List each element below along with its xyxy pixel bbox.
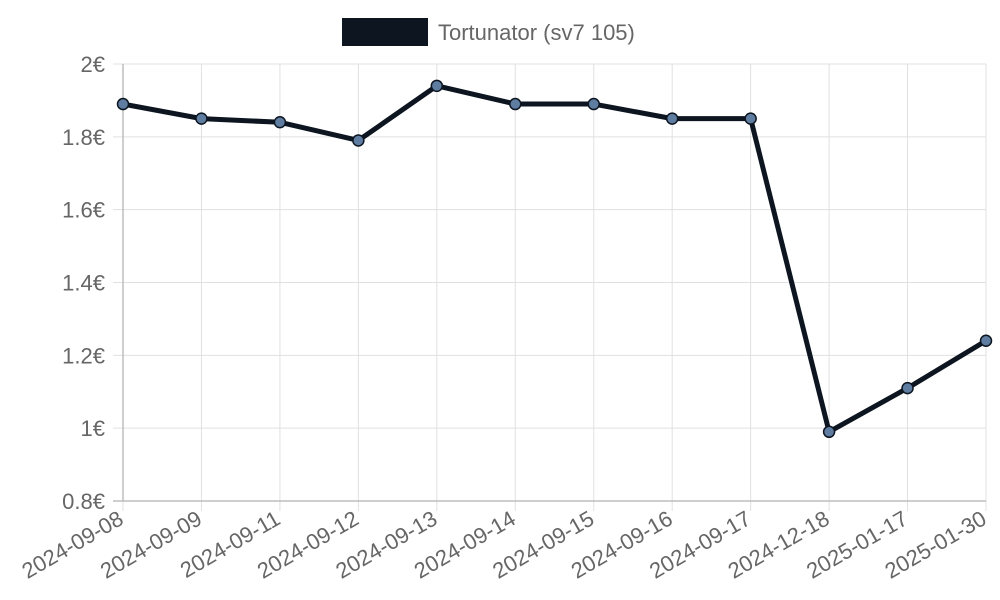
data-point[interactable] [744, 112, 757, 125]
data-point[interactable] [979, 334, 993, 348]
legend-label[interactable]: Tortunator (sv7 105) [438, 20, 635, 45]
y-axis-ticks: 0.8€ 1€ 1.2€ 1.4€ 1.6€ 1.8€ 2€ [62, 52, 105, 514]
data-point[interactable] [901, 381, 914, 395]
y-tick-label: 1.6€ [62, 198, 105, 223]
y-tick-label: 1.2€ [62, 343, 105, 368]
data-point[interactable] [509, 97, 522, 111]
y-tick-label: 1.4€ [62, 271, 105, 296]
grid-lines [113, 63, 987, 511]
data-point[interactable] [665, 112, 679, 125]
y-tick-label: 1€ [81, 416, 105, 441]
series-line [120, 83, 989, 435]
legend[interactable]: Tortunator (sv7 105) [342, 18, 635, 46]
y-tick-label: 1.8€ [62, 125, 105, 150]
data-point[interactable] [822, 425, 836, 439]
series-lines [120, 83, 989, 435]
data-point[interactable] [195, 112, 208, 125]
x-axis-ticks: 2024-09-082024-09-092024-09-112024-09-12… [18, 506, 991, 584]
y-tick-label: 0.8€ [62, 489, 105, 514]
legend-swatch[interactable] [342, 18, 428, 46]
data-point[interactable] [116, 97, 130, 111]
data-point[interactable] [587, 97, 600, 111]
series-points [116, 79, 993, 439]
data-point[interactable] [352, 134, 365, 147]
data-point[interactable] [273, 116, 287, 129]
axes [113, 64, 986, 502]
y-tick-label: 2€ [81, 52, 105, 77]
data-point[interactable] [430, 79, 444, 93]
